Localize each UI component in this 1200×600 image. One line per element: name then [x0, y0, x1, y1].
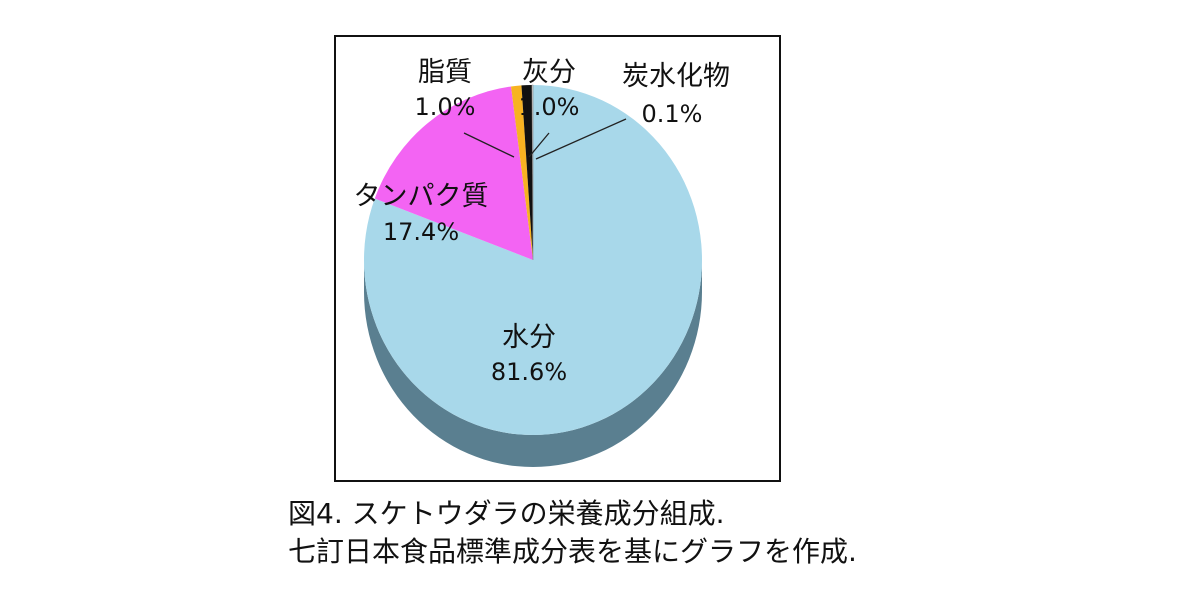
slice-label-3: 灰分 [522, 57, 576, 88]
figure-caption-line-1: 図4. スケトウダラの栄養成分組成. [288, 497, 725, 530]
pie-slice-3 [521, 85, 533, 260]
slice-labels: 水分 81.6% タンパク質 17.4% 脂質 1.0% 灰分 1.0% 炭水化物 0.1% [354, 57, 731, 386]
slice-value-2: 1.0% [415, 93, 476, 121]
leader-lines [463, 118, 627, 160]
slice-value-3: 1.0% [519, 93, 580, 121]
slice-value-0: 81.6% [491, 358, 567, 386]
chart-frame: 水分 81.6% タンパク質 17.4% 脂質 1.0% 灰分 1.0% 炭水化物 0.1% [334, 35, 781, 482]
leader-line-4 [535, 118, 627, 160]
pie-slice-1 [374, 86, 533, 261]
slice-value-1: 17.4% [383, 218, 459, 246]
figure-caption-line-2: 七訂日本食品標準成分表を基にグラフを作成. [288, 535, 857, 568]
leader-line-2 [463, 132, 515, 158]
slice-label-2: 脂質 [418, 57, 472, 88]
pie-slice-2 [511, 85, 533, 260]
slice-label-4: 炭水化物 [622, 61, 730, 92]
leader-line-3 [528, 132, 550, 158]
slice-label-0: 水分 [502, 322, 556, 353]
pie-top [364, 84, 702, 435]
pie-slice-side-0 [364, 260, 702, 467]
slice-value-4: 0.1% [642, 100, 703, 128]
pie-depth [364, 260, 702, 467]
pie-chart: 水分 81.6% タンパク質 17.4% 脂質 1.0% 灰分 1.0% 炭水化物 0.1% [354, 57, 731, 467]
pie-slice-4 [531, 84, 534, 261]
slice-label-1: タンパク質 [354, 181, 489, 212]
